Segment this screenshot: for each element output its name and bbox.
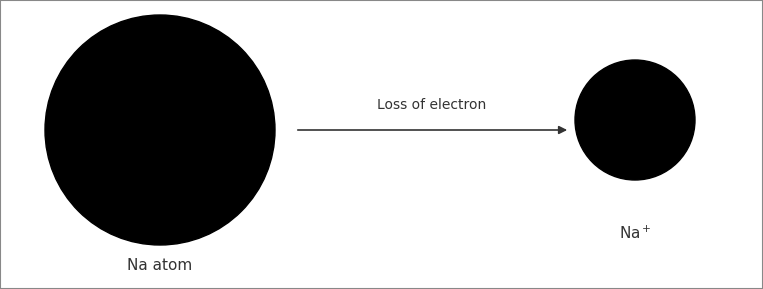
Text: Loss of electron: Loss of electron [378,98,487,112]
Circle shape [575,60,695,180]
Text: Na atom: Na atom [127,258,192,273]
Circle shape [45,15,275,245]
Text: Na$^+$: Na$^+$ [619,225,652,242]
